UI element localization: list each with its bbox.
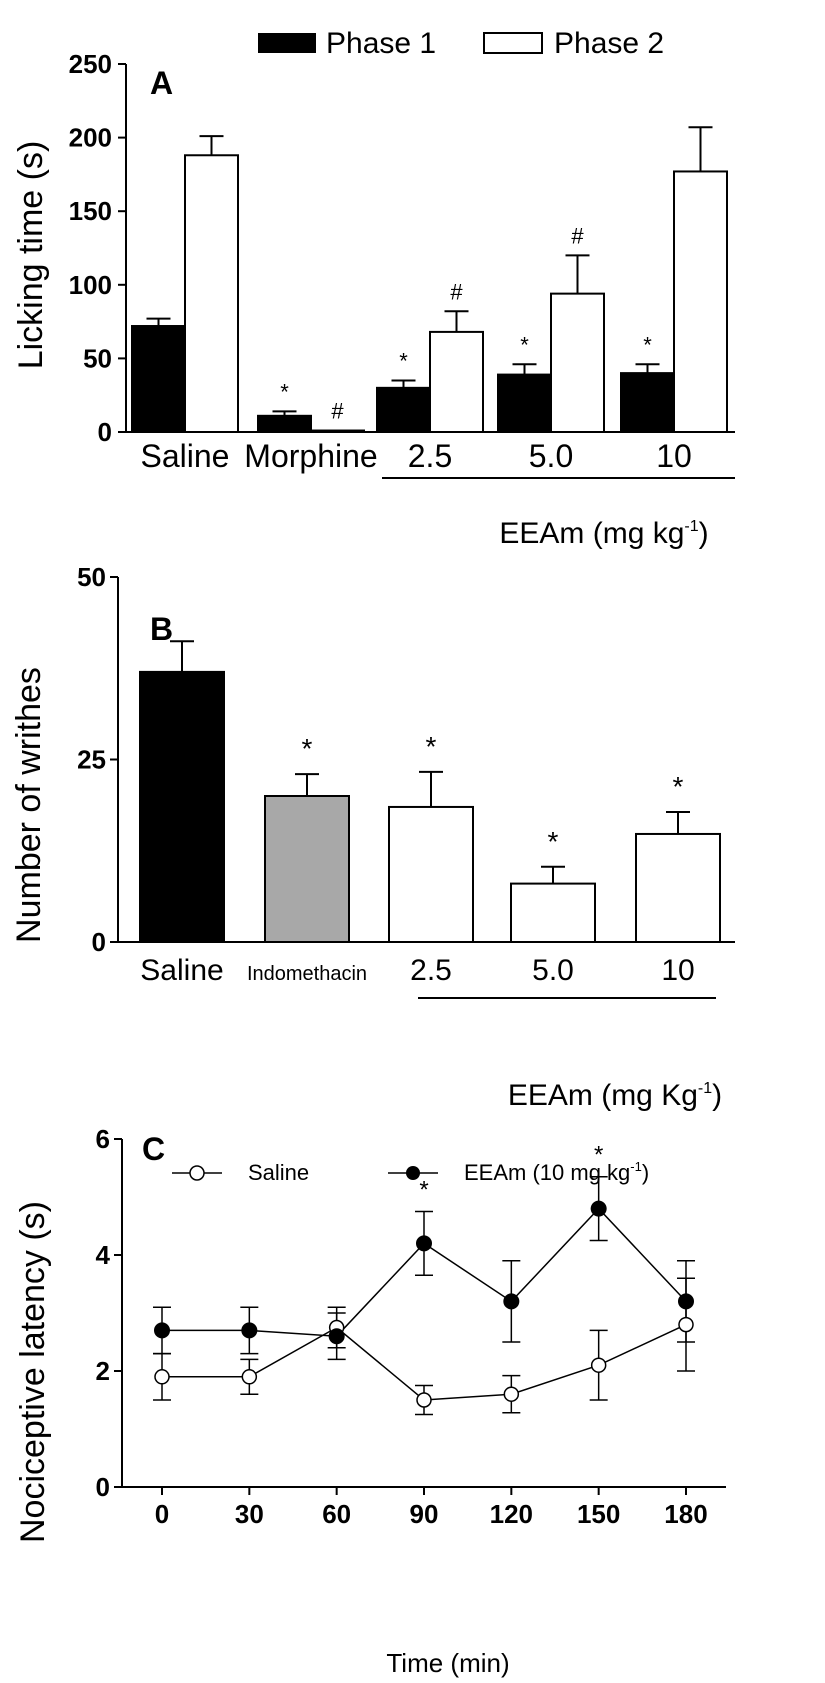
panel-c-point <box>241 1322 258 1339</box>
panel-c-point <box>241 1369 258 1385</box>
panel-a-ytick-label: 100 <box>69 270 112 300</box>
legend-phase1-swatch <box>258 33 316 53</box>
panel-c-legend: Saline EEAm (10 mg kg-1) <box>172 1159 649 1185</box>
panel-b-xtick-label: Indomethacin <box>247 963 367 985</box>
panel-c-sig-marker: * <box>419 1177 428 1204</box>
panel-b-sig-marker: * <box>302 733 313 764</box>
panel-c-point <box>416 1392 432 1408</box>
legend-saline-label: Saline <box>248 1160 309 1185</box>
panel-a-sig-marker: * <box>280 379 289 404</box>
panel-c-point <box>328 1328 345 1345</box>
panel-b-sig-marker: * <box>426 731 437 762</box>
panel-c-point <box>503 1293 520 1310</box>
panel-c-ytick-label: 6 <box>96 1124 110 1154</box>
panel-c-xtick-label: 180 <box>664 1499 707 1529</box>
panel-a-bar <box>550 292 605 433</box>
panel-c-point <box>590 1357 607 1373</box>
panel-a-label: A <box>150 65 173 101</box>
panel-c-point <box>154 1322 170 1339</box>
panel-b-ytick-label: 50 <box>77 562 106 592</box>
panel-a-xtick-label: Saline <box>141 438 230 474</box>
panel-a-bar <box>497 373 552 434</box>
panel-c-point <box>416 1235 432 1252</box>
legend-eeam-marker <box>406 1166 420 1180</box>
panel-b-ytick-label: 0 <box>92 927 106 957</box>
legend-phase2-label: Phase 2 <box>554 27 664 60</box>
panel-b-bar <box>264 795 350 943</box>
panel-c-ytick-label: 2 <box>96 1356 110 1386</box>
panel-a-bar <box>620 372 675 433</box>
panel-a-ytick-label: 0 <box>98 417 112 447</box>
panel-a-ytick-label: 150 <box>69 196 112 226</box>
panel-c-xtick-label: 120 <box>490 1499 533 1529</box>
panel-c-point <box>678 1293 694 1310</box>
panel-b-ytick-label: 25 <box>77 745 106 775</box>
panel-b-bar <box>388 805 474 944</box>
panel-b-group-label: EEAm (mg Kg-1) <box>508 1079 722 1112</box>
panel-a-sig-marker: * <box>399 348 408 373</box>
panel-a-xtick-label: Morphine <box>244 438 377 474</box>
panel-b-bar <box>139 670 225 944</box>
panel-a-sig-marker: # <box>331 399 344 424</box>
panel-a-sig-marker: * <box>643 332 652 357</box>
panel-a-bar <box>184 154 239 433</box>
panel-a-bar <box>376 386 431 433</box>
panel-b-sig-marker: * <box>673 771 684 802</box>
legend-eeam-label: EEAm (10 mg kg-1) <box>464 1159 649 1185</box>
panel-b-ylabel: Number of writhes <box>10 667 48 943</box>
panel-a-bar <box>429 330 484 433</box>
panel-c-ytick-label: 4 <box>96 1240 111 1270</box>
panel-a-legend: Phase 1 Phase 2 <box>258 27 664 60</box>
panel-c-point <box>503 1386 520 1402</box>
panel-a-group-label: EEAm (mg kg-1) <box>499 517 708 550</box>
panel-c-ytick-label: 0 <box>96 1472 110 1502</box>
panel-a-sig-marker: # <box>571 223 584 248</box>
panel-c-xtick-label: 150 <box>577 1499 620 1529</box>
panel-c-xtick-label: 90 <box>410 1499 439 1529</box>
panel-a-xtick-label: 10 <box>656 438 692 474</box>
panel-b-bar <box>635 832 721 944</box>
panel-c-xtick-label: 30 <box>235 1499 264 1529</box>
panel-b-bar <box>510 882 596 943</box>
panel-c-xlabel: Time (min) <box>386 1648 509 1678</box>
panel-c-point <box>154 1369 170 1385</box>
panel-a-ytick-label: 50 <box>83 343 112 373</box>
panel-c-label: C <box>142 1131 165 1167</box>
panel-a-bar <box>673 170 728 433</box>
panel-a-xtick-label: 5.0 <box>529 438 573 474</box>
panel-b-label: B <box>150 611 173 647</box>
panel-c-xtick-label: 0 <box>155 1499 169 1529</box>
panel-a-bar <box>131 325 186 433</box>
panel-a-bar <box>310 429 365 434</box>
panel-a-ytick-label: 200 <box>69 123 112 153</box>
panel-a-sig-marker: * <box>520 332 529 357</box>
panel-a-bar <box>257 414 312 434</box>
panel-b-sig-marker: * <box>548 826 559 857</box>
panel-b-xtick-label: Saline <box>140 954 223 987</box>
panel-a-ytick-label: 250 <box>69 49 112 79</box>
panel-c-sig-marker: * <box>594 1142 603 1169</box>
panel-b-xtick-label: 5.0 <box>532 954 574 987</box>
panel-b-xtick-label: 2.5 <box>410 954 452 987</box>
legend-phase1-label: Phase 1 <box>326 27 436 60</box>
panel-a-ylabel: Licking time (s) <box>12 141 50 370</box>
panel-b-xtick-label: 10 <box>661 954 694 987</box>
panel-c-ylabel: Nociceptive latency (s) <box>14 1201 52 1543</box>
legend-saline-marker <box>189 1165 205 1181</box>
panel-c-point <box>590 1200 607 1217</box>
panel-a-sig-marker: # <box>450 279 463 304</box>
panel-c-xtick-label: 60 <box>322 1499 351 1529</box>
panel-a-xtick-label: 2.5 <box>408 438 452 474</box>
legend-phase2-swatch <box>483 32 543 54</box>
panel-c-point <box>678 1316 694 1333</box>
